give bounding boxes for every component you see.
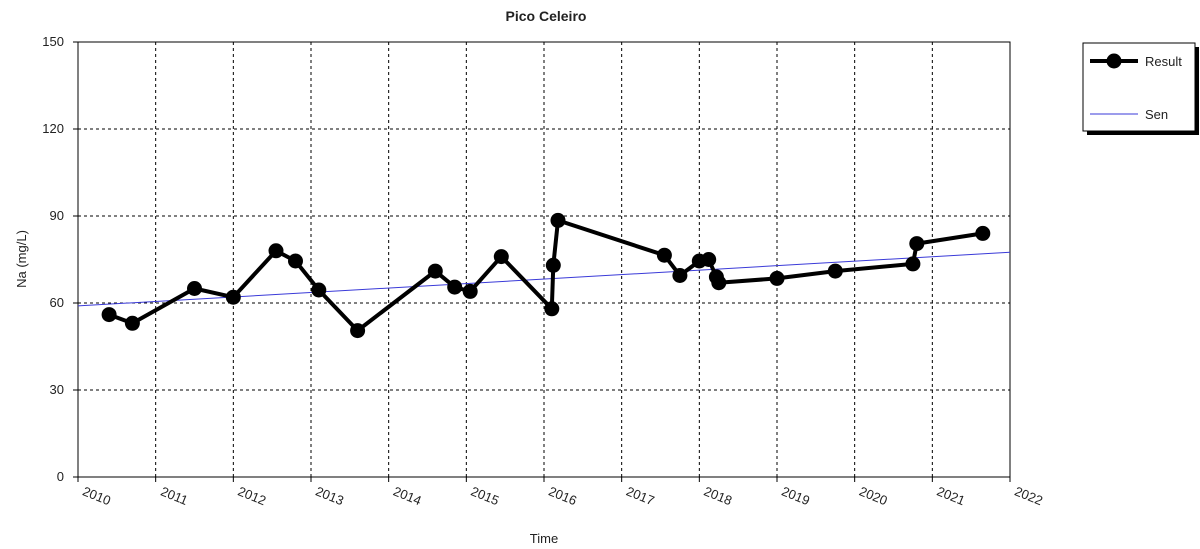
x-tick-label: 2014 <box>391 483 423 508</box>
result-point <box>350 323 366 339</box>
result-point <box>909 236 925 252</box>
grid <box>78 42 1010 477</box>
x-tick-label: 2011 <box>159 484 191 508</box>
result-point <box>545 257 561 273</box>
x-tick-label: 2020 <box>857 483 889 508</box>
x-tick-label: 2019 <box>779 483 811 508</box>
result-point <box>701 252 717 267</box>
y-axis-ticks: 0 30 60 90 120 150 <box>42 34 78 484</box>
result-point <box>427 263 443 279</box>
y-tick-label: 150 <box>42 34 64 49</box>
legend: Result Sen <box>1082 42 1199 135</box>
result-point <box>769 270 785 286</box>
result-point <box>672 268 688 283</box>
y-tick-label: 60 <box>50 295 64 310</box>
y-tick-label: 120 <box>42 121 64 136</box>
result-point <box>225 289 241 305</box>
x-tick-label: 2017 <box>624 483 656 508</box>
x-tick-label: 2016 <box>546 483 578 508</box>
series-result-line <box>108 218 984 333</box>
x-tick-label: 2018 <box>702 483 734 508</box>
result-point <box>711 275 727 291</box>
y-tick-label: 30 <box>50 382 64 397</box>
result-point <box>905 256 921 272</box>
result-point <box>124 315 140 331</box>
result-point <box>101 307 117 323</box>
result-point <box>493 249 509 265</box>
y-axis-label: Na (mg/L) <box>14 230 29 288</box>
legend-result-label: Result <box>1145 54 1182 69</box>
result-point <box>544 301 560 317</box>
legend-sen-label: Sen <box>1145 107 1168 122</box>
result-point <box>288 253 303 269</box>
x-tick-label: 2010 <box>80 483 112 508</box>
result-point <box>187 281 202 296</box>
x-tick-label: 2022 <box>1012 483 1044 508</box>
x-axis-ticks: 2010 2011 2012 2013 2014 2015 2016 2017 2018 2019… <box>77 477 1045 508</box>
x-tick-label: 2015 <box>469 483 501 508</box>
result-point <box>656 247 672 263</box>
x-tick-label: 2012 <box>236 483 268 508</box>
x-tick-label: 2021 <box>935 483 967 508</box>
legend-box <box>1082 42 1196 132</box>
result-point <box>827 263 843 279</box>
result-point <box>462 283 478 299</box>
result-point <box>975 225 991 241</box>
y-tick-label: 0 <box>57 469 64 484</box>
x-axis-label: Time <box>530 531 558 546</box>
y-tick-label: 90 <box>50 208 64 223</box>
legend-result-marker <box>1106 53 1122 69</box>
result-point <box>447 279 463 295</box>
chart-title: Pico Celeiro <box>506 8 587 24</box>
x-tick-label: 2013 <box>313 483 345 508</box>
result-point <box>311 282 327 298</box>
result-point <box>268 243 284 259</box>
series-layer <box>77 212 1011 339</box>
result-point <box>550 212 566 228</box>
